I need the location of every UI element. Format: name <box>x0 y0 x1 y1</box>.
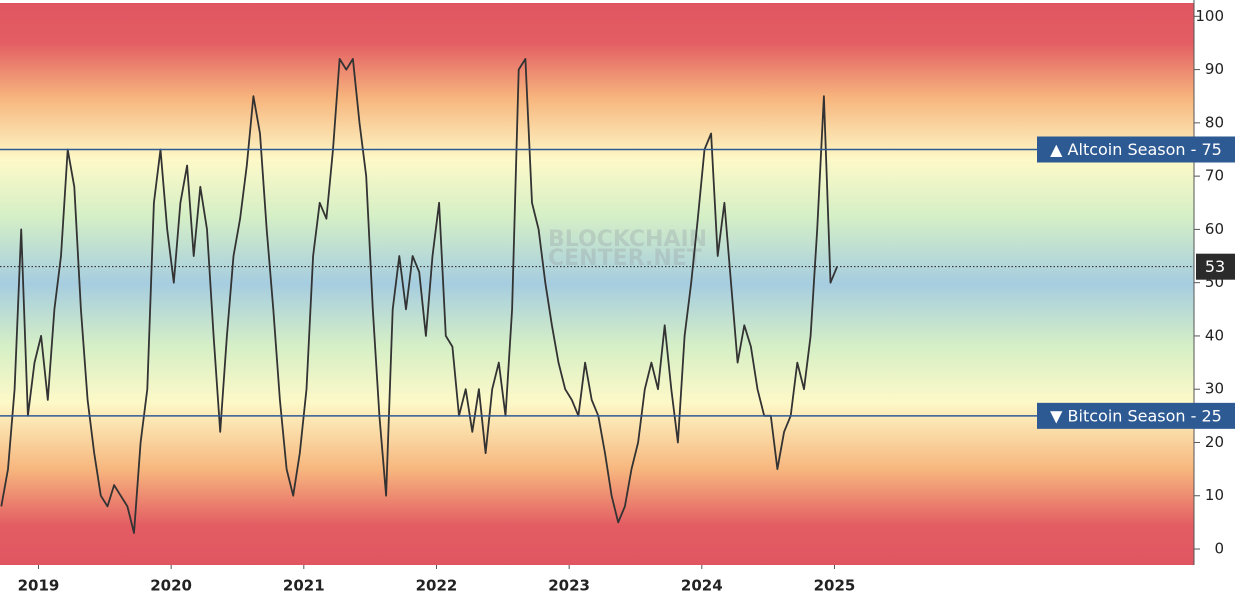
y-tick-label: 80 <box>1205 113 1224 131</box>
y-tick-label: 20 <box>1205 433 1224 451</box>
current-value-box <box>1196 253 1235 280</box>
watermark: BLOCKCHAIN <box>548 227 707 252</box>
reference-label-box <box>1037 402 1235 429</box>
reference-label: ▼ Bitcoin Season - 25 <box>1050 406 1222 425</box>
y-tick-label: 10 <box>1205 486 1224 504</box>
current-value-label: 53 <box>1205 257 1225 276</box>
background <box>0 3 1194 565</box>
y-tick-label: 90 <box>1205 60 1224 78</box>
y-tick-label: 100 <box>1195 7 1224 25</box>
watermark: CENTER.NET <box>548 246 702 271</box>
y-tick-label: 40 <box>1205 326 1224 344</box>
y-tick-label: 0 <box>1214 540 1224 558</box>
data-line <box>0 58 838 534</box>
reference-label: ▲ Altcoin Season - 75 <box>1050 140 1222 159</box>
x-tick-label: 2024 <box>681 577 723 595</box>
x-tick-label: 2021 <box>283 577 325 595</box>
y-tick-label: 30 <box>1205 380 1224 398</box>
x-tick-label: 2025 <box>814 577 856 595</box>
x-tick-label: 2019 <box>18 577 60 595</box>
reference-label-box <box>1037 136 1235 163</box>
y-tick-label: 60 <box>1205 220 1224 238</box>
x-tick-label: 2023 <box>548 577 590 595</box>
x-tick-label: 2022 <box>416 577 458 595</box>
y-tick-label: 70 <box>1205 167 1224 185</box>
x-tick-label: 2020 <box>150 577 192 595</box>
